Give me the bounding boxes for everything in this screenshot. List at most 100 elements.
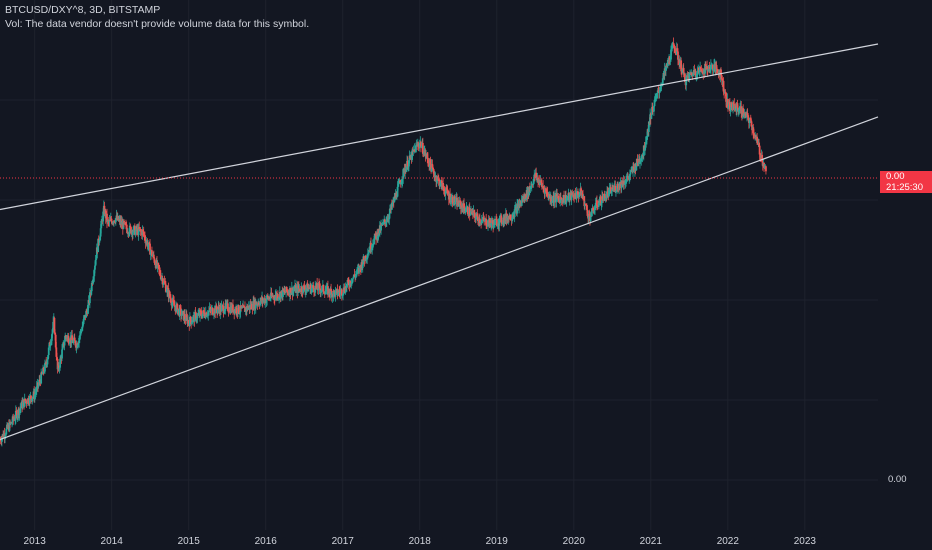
candle-body	[606, 191, 609, 193]
candle-body	[682, 67, 685, 74]
candle-body	[660, 85, 663, 87]
candle-body	[78, 335, 81, 338]
candle-body	[518, 203, 520, 209]
candle-body	[665, 67, 667, 71]
current-price-value: 0.00	[886, 171, 905, 182]
candle-body	[439, 181, 442, 185]
candle-body	[3, 433, 6, 438]
candle-body	[347, 281, 350, 286]
candle-body	[447, 193, 450, 195]
candle-body	[4, 435, 6, 438]
candle-body	[277, 297, 280, 299]
candle-body	[730, 103, 733, 108]
candle-body	[544, 188, 546, 194]
candle-body	[356, 269, 358, 274]
candle-body	[352, 274, 355, 278]
candle-body	[709, 64, 712, 69]
candle-body	[47, 347, 50, 356]
candle-body	[414, 145, 417, 153]
trendlines[interactable]	[0, 43, 879, 441]
candle-body	[165, 291, 168, 292]
candle-body	[669, 59, 672, 61]
time-axis[interactable]: 2013 2014 2015 2016 2017 2018 2019 2020 2021 2022…	[24, 536, 817, 547]
candle-body	[713, 64, 715, 69]
candle-body	[747, 115, 750, 120]
candle-body	[247, 307, 250, 310]
candle-body	[613, 187, 615, 191]
candle-body	[615, 190, 618, 192]
candle-body	[585, 204, 588, 210]
candle-body	[653, 106, 655, 112]
candle-body	[80, 330, 83, 332]
candle-body	[505, 213, 508, 221]
candle-body	[654, 98, 657, 99]
candle-body	[550, 196, 553, 202]
candle-body	[342, 294, 344, 296]
candle-body	[339, 290, 342, 294]
candle-body	[627, 176, 629, 178]
candle-body	[739, 106, 741, 110]
candle-body	[656, 93, 658, 95]
candle-body	[41, 373, 44, 375]
candle-body	[593, 210, 596, 213]
candle-body	[242, 305, 244, 308]
candle-body	[64, 335, 67, 337]
chart-legend: BTCUSD/DXY^8, 3D, BITSTAMP Vol: The data…	[5, 3, 309, 31]
candle-body	[235, 307, 238, 314]
candle-body	[199, 310, 201, 317]
candle-body	[701, 71, 704, 74]
candle-body	[426, 154, 429, 158]
x-tick-label: 2013	[24, 536, 47, 547]
symbol-title[interactable]: BTCUSD/DXY^8, 3D, BITSTAMP	[5, 4, 161, 16]
candle-body	[95, 247, 98, 259]
candle-body	[114, 218, 117, 223]
candle-body	[314, 285, 317, 293]
candle-body	[399, 180, 401, 183]
candle-body	[509, 214, 512, 220]
candle-body	[151, 255, 154, 257]
candle-body	[748, 120, 751, 123]
candle-body	[87, 304, 89, 314]
candle-body	[542, 185, 545, 189]
candle-body	[99, 236, 101, 241]
candle-body	[666, 59, 669, 66]
candle-body	[475, 216, 477, 220]
candle-body	[636, 158, 639, 163]
candle-body	[746, 112, 748, 118]
candle-body	[372, 244, 375, 246]
candle-body	[158, 269, 161, 271]
candle-body	[15, 410, 18, 412]
candle-body	[752, 127, 755, 134]
candle-body	[85, 311, 87, 318]
candle-body	[40, 372, 43, 374]
candle-body	[657, 90, 660, 92]
candle-body	[549, 194, 551, 200]
candle-body	[223, 312, 225, 314]
candle-body	[330, 288, 332, 292]
candle-body	[97, 238, 100, 253]
candle-body	[365, 258, 368, 260]
candle-body	[725, 92, 727, 102]
candle-body	[359, 265, 362, 267]
candle-body	[436, 177, 439, 181]
candle-body	[289, 287, 292, 295]
candle-body	[520, 201, 523, 204]
candle-body	[581, 192, 584, 196]
candle-body	[137, 227, 140, 236]
candle-body	[529, 187, 532, 190]
candle-body	[501, 222, 504, 224]
candle-body	[77, 342, 80, 345]
candle-body	[324, 291, 327, 295]
candle-body	[728, 101, 731, 112]
candle-body	[477, 216, 479, 221]
candle-body	[538, 180, 541, 185]
candle-body	[670, 49, 672, 60]
candle-body	[485, 218, 488, 226]
candle-body	[353, 274, 356, 276]
candle-body	[433, 173, 436, 178]
candle-body	[578, 194, 581, 198]
candle-body	[194, 312, 196, 322]
candle-body	[697, 67, 700, 72]
